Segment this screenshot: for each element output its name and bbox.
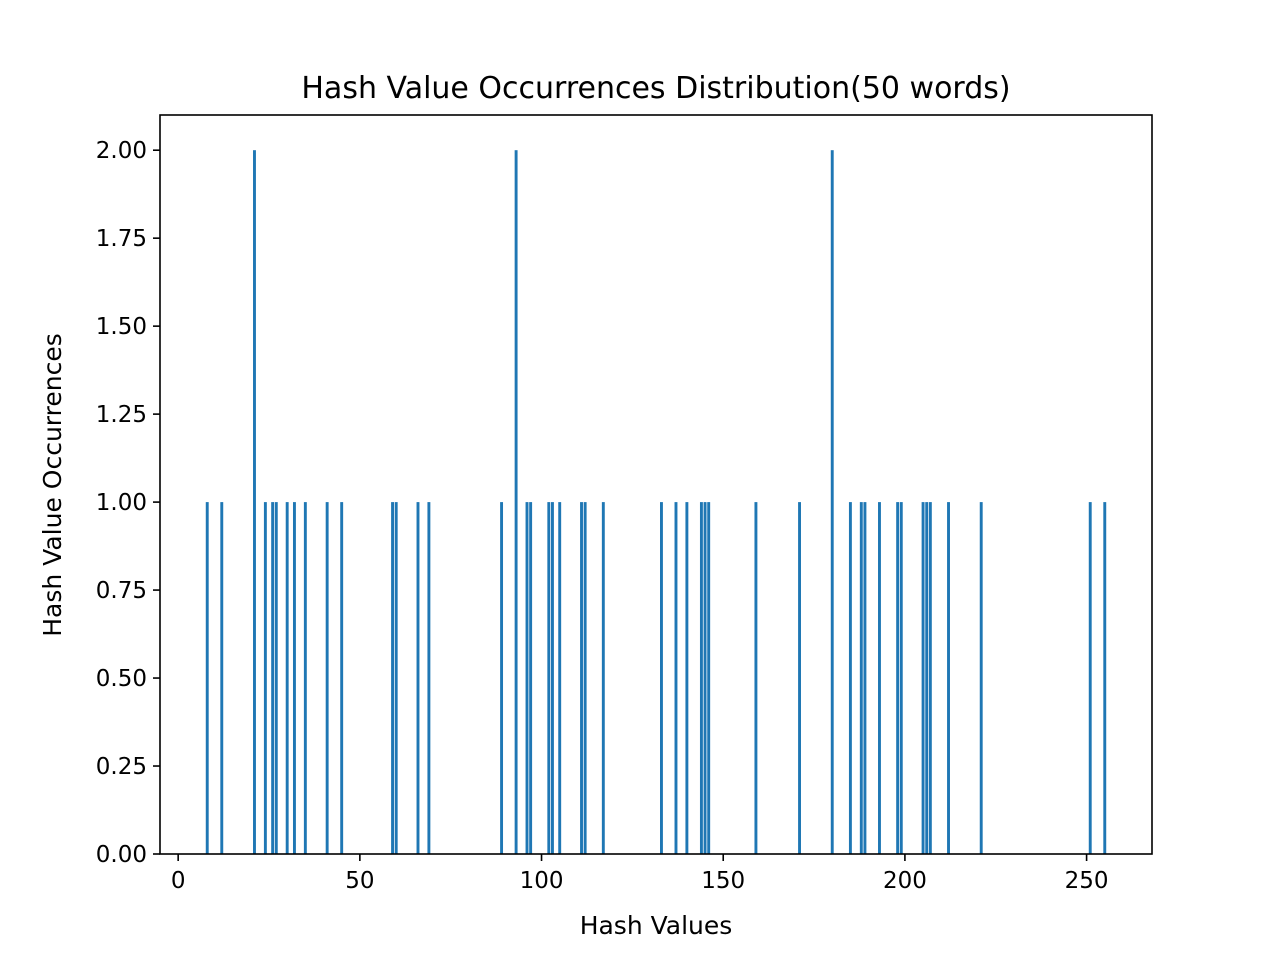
bar-66	[416, 502, 420, 854]
bar-27	[274, 502, 278, 854]
y-tick-label: 1.75	[96, 226, 147, 252]
bar-112	[583, 502, 587, 854]
bar-159	[754, 502, 758, 854]
bar-180	[830, 150, 834, 854]
bar-111	[580, 502, 583, 854]
x-tick-label: 250	[1065, 868, 1109, 894]
x-tick-label: 0	[171, 868, 186, 894]
y-tick-label: 1.25	[96, 402, 147, 428]
bar-146	[707, 502, 711, 854]
bar-133	[660, 502, 663, 854]
bar-251	[1088, 502, 1092, 854]
bar-188	[859, 502, 863, 854]
bar-199	[899, 502, 903, 854]
y-tick-label: 1.50	[96, 314, 147, 340]
bar-45	[340, 502, 344, 854]
bar-69	[427, 502, 431, 854]
bar-93	[514, 150, 518, 854]
y-tick-label: 0.75	[96, 578, 147, 604]
bar-117	[601, 502, 605, 854]
bar-221	[979, 502, 983, 854]
bar-41	[325, 502, 329, 854]
bar-207	[928, 502, 932, 854]
bar-21	[253, 150, 256, 854]
bar-145	[703, 502, 707, 854]
bar-212	[947, 502, 950, 854]
bar-103	[550, 502, 554, 854]
bar-144	[699, 502, 703, 854]
bar-193	[878, 502, 881, 854]
bar-32	[292, 502, 296, 854]
y-axis-ticks: 0.00 0.25 0.50 0.75 1.00 1.25 1.50 1.75 2.00	[96, 138, 160, 868]
x-tick-label: 200	[883, 868, 927, 894]
x-axis-label: Hash Values	[580, 911, 733, 940]
x-tick-label: 150	[701, 868, 745, 894]
x-tick-label: 50	[345, 868, 374, 894]
bar-60	[394, 502, 398, 854]
bar-255	[1103, 502, 1107, 854]
y-axis-label: Hash Value Occurrences	[38, 333, 67, 637]
bar-12	[220, 502, 224, 854]
bar-8	[205, 502, 209, 854]
bar-26	[271, 502, 275, 854]
bar-105	[558, 502, 562, 854]
bar-189	[863, 502, 867, 854]
bar-35	[303, 502, 307, 854]
y-tick-label: 0.25	[96, 754, 147, 780]
x-axis-ticks: 0 50 100 150 200 250	[171, 854, 1109, 894]
bars-group	[205, 150, 1107, 854]
bar-198	[896, 502, 900, 854]
chart-title: Hash Value Occurrences Distribution(50 w…	[301, 71, 1010, 106]
y-tick-label: 1.00	[96, 490, 147, 516]
y-tick-label: 2.00	[96, 138, 147, 164]
bar-137	[674, 502, 678, 854]
bar-140	[685, 502, 689, 854]
bar-185	[848, 502, 852, 854]
bar-206	[925, 502, 929, 854]
bar-102	[547, 502, 551, 854]
y-tick-label: 0.00	[96, 842, 147, 868]
bar-59	[391, 502, 395, 854]
x-tick-label: 100	[520, 868, 564, 894]
bar-96	[525, 502, 529, 854]
bar-89	[500, 502, 504, 854]
bar-30	[285, 502, 289, 854]
bar-24	[263, 502, 267, 854]
bar-97	[529, 502, 533, 854]
plot-frame	[159, 114, 1153, 855]
y-tick-label: 0.50	[96, 666, 147, 692]
bar-205	[921, 502, 925, 854]
bar-171	[798, 502, 801, 854]
